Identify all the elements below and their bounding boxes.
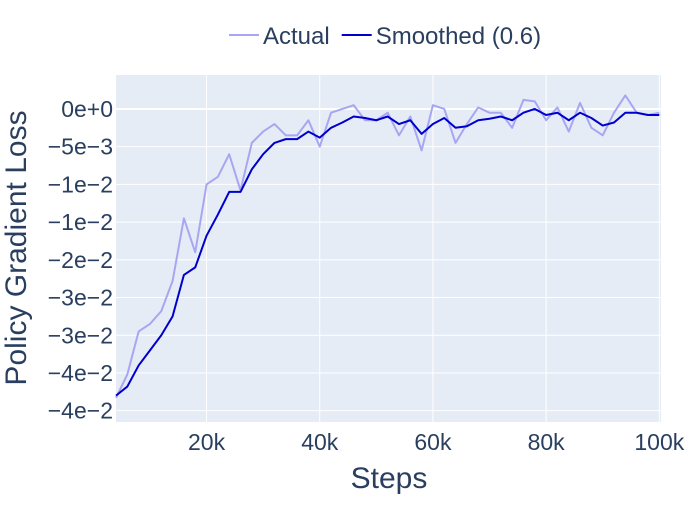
plot-background (116, 75, 661, 422)
y-tick-label: −5e−3 (48, 134, 113, 160)
y-tick-label: −3e−2 (48, 322, 113, 348)
x-tick-label: 60k (414, 429, 452, 455)
x-tick-label: 100k (634, 429, 684, 455)
legend-label: Actual (263, 23, 330, 50)
x-tick-label: 20k (188, 429, 226, 455)
legend-item-actual[interactable]: Actual (229, 23, 330, 50)
legend-item-smoothed[interactable]: Smoothed (0.6) (341, 23, 541, 50)
y-tick-label: 0e+0 (61, 96, 113, 122)
y-tick-label: −4e−2 (48, 398, 113, 424)
y-tick-label: −4e−2 (48, 360, 113, 386)
x-tick-label: 80k (528, 429, 566, 455)
y-tick-label: −1e−2 (48, 209, 113, 235)
legend-label: Smoothed (0.6) (376, 23, 541, 50)
y-tick-label: −2e−2 (48, 247, 113, 273)
y-tick-label: −1e−2 (48, 171, 113, 197)
x-axis-title: Steps (351, 462, 428, 495)
y-axis-ticks: 0e+0 −5e−3 −1e−2 −1e−2 −2e−2 −3e−2 −3e−2 −4e−2 −… (48, 96, 113, 424)
y-axis-title: Policy Gradient Loss (0, 110, 33, 385)
series-line-smoothed (115, 107, 660, 397)
y-tick-label: −3e−2 (48, 285, 113, 311)
x-axis-ticks: 20k 40k 60k 80k 100k (188, 429, 685, 455)
legend[interactable]: Actual Smoothed (0.6) (229, 23, 541, 50)
gridlines (116, 75, 661, 422)
x-tick-label: 40k (301, 429, 339, 455)
series-line-actual (115, 94, 660, 399)
series-lines (115, 94, 660, 399)
